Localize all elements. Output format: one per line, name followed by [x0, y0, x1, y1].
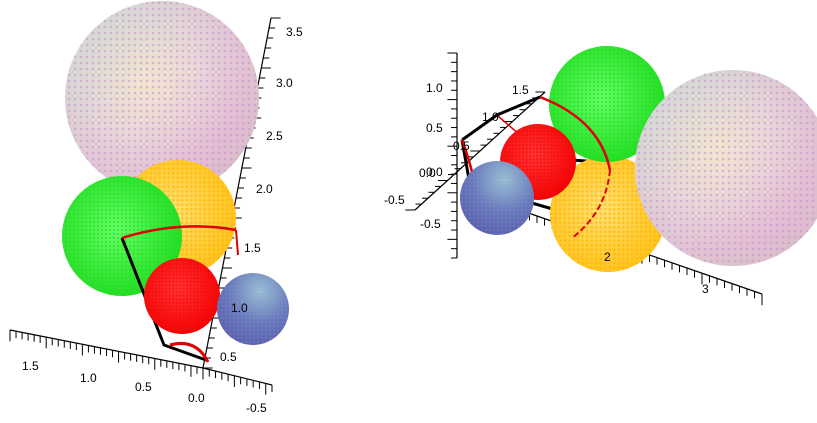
right-backlabel-3: 0.0 — [419, 166, 436, 180]
right-frontlabel-1: 3 — [702, 282, 709, 296]
left-vlabel-1: 3.0 — [276, 76, 293, 90]
left-right-axis-ticks — [202, 368, 273, 395]
right-vlabel-0: 1.0 — [426, 81, 443, 95]
left-vlabel-3: 2.0 — [256, 182, 273, 196]
green-sphere — [62, 176, 182, 296]
left-plot: 3.5 3.0 2.5 2.0 1.5 1.0 0.5 1.5 1.0 0.5 … — [9, 1, 303, 415]
left-blabel-1: 1.0 — [80, 371, 97, 385]
left-blabel-0: 1.5 — [22, 359, 39, 373]
pastel-sphere — [65, 1, 259, 195]
left-blabel-2: 0.5 — [135, 380, 152, 394]
right-backlabel-1: 1.0 — [482, 110, 499, 124]
right-backlabel-0: 1.5 — [512, 83, 529, 97]
right-vlabel-2: 0.0 — [426, 165, 443, 179]
left-blabel-3: 0.0 — [188, 391, 205, 405]
left-vlabel-5: 1.0 — [231, 301, 248, 315]
right-vertical-ticks — [447, 52, 457, 259]
left-vlabel-4: 1.5 — [244, 241, 261, 255]
left-bottom-axis-ticks — [9, 330, 204, 377]
right-green-sphere — [549, 46, 665, 162]
right-vlabel-1: 0.5 — [426, 121, 443, 135]
left-vlabel-6: 0.5 — [220, 350, 237, 364]
right-vlabel-3: -0.5 — [420, 217, 441, 231]
red-sphere — [144, 258, 220, 334]
blue-sphere — [217, 273, 289, 345]
left-vlabel-0: 3.5 — [286, 25, 303, 39]
right-leftlabel: -0.5 — [384, 193, 405, 207]
right-backlabel-2: 0.5 — [453, 139, 470, 153]
left-vlabel-2: 2.5 — [266, 129, 283, 143]
right-plot: 1.0 0.5 0.0 -0.5 1.5 1.0 0.5 0.0 -0.5 2 … — [384, 46, 817, 306]
right-pastel-sphere — [635, 70, 817, 266]
right-frontlabel-0: 2 — [604, 250, 611, 264]
left-rlabel-0: -0.5 — [246, 401, 267, 415]
left-right-axis — [202, 367, 273, 386]
right-blue-sphere — [460, 161, 534, 235]
